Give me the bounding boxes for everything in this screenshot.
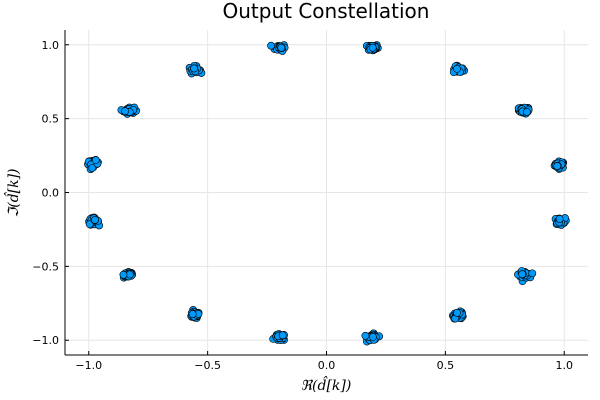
y-tick-label: −1.0 (32, 334, 59, 347)
data-point (361, 331, 370, 340)
data-point (267, 41, 275, 50)
x-tick-label: 0.5 (437, 359, 455, 372)
data-point (119, 270, 128, 279)
cluster-3 (362, 41, 382, 55)
x-tick-label: −0.5 (194, 359, 221, 372)
y-tick-label: 0.0 (42, 187, 60, 200)
data-point (91, 156, 100, 165)
cluster-7 (84, 156, 102, 174)
data-point (190, 64, 198, 73)
data-point (277, 43, 286, 52)
data-point (368, 43, 377, 52)
cluster-0 (550, 157, 568, 173)
x-tick-label: 0.0 (318, 359, 336, 372)
data-point (523, 108, 531, 116)
data-point (88, 164, 97, 172)
y-tick-label: −0.5 (32, 260, 59, 273)
data-point (85, 220, 94, 229)
data-points (84, 41, 570, 346)
cluster-1 (514, 103, 533, 118)
cluster-9 (119, 268, 137, 282)
y-tick-label: 1.0 (42, 39, 60, 52)
y-tick-label: 0.5 (42, 113, 60, 126)
cluster-11 (269, 330, 288, 345)
data-point (91, 215, 99, 224)
cluster-14 (514, 267, 537, 286)
data-point (278, 331, 287, 340)
cluster-6 (117, 103, 141, 118)
data-point (555, 215, 564, 223)
data-point (453, 64, 461, 73)
x-tick-label: 1.0 (555, 359, 573, 372)
x-tick-label: −1.0 (75, 359, 102, 372)
cluster-10 (187, 306, 203, 322)
data-point (368, 333, 377, 341)
axes: −1.0 −0.5 0.0 0.5 1.0 −1.0 −0.5 0.0 0.5 1.0 (32, 30, 588, 372)
chart-title: Output Constellation (223, 0, 430, 23)
data-point (553, 162, 562, 170)
data-point (188, 310, 197, 318)
cluster-12 (361, 329, 384, 346)
cluster-2 (449, 61, 469, 77)
y-axis-label: ℑ(d̂[k]) (3, 168, 22, 217)
data-point (518, 270, 527, 279)
grid (65, 30, 588, 355)
x-axis-label: ℜ(d̂[k]) (301, 375, 352, 394)
data-point (528, 269, 537, 278)
cluster-4 (267, 41, 289, 55)
cluster-8 (85, 213, 104, 230)
data-point (121, 107, 129, 116)
cluster-13 (448, 307, 467, 323)
data-point (453, 308, 461, 317)
cluster-15 (551, 214, 570, 229)
cluster-5 (185, 62, 206, 78)
